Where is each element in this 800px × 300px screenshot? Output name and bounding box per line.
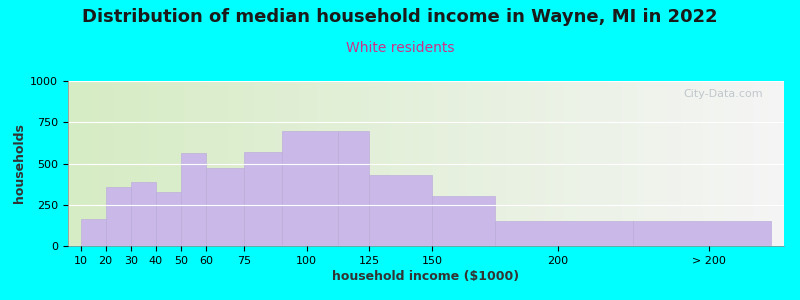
- Bar: [131, 182, 156, 246]
- Bar: [206, 168, 244, 246]
- Text: White residents: White residents: [346, 40, 454, 55]
- Bar: [156, 192, 181, 246]
- Bar: [634, 221, 771, 246]
- Bar: [495, 221, 634, 246]
- Bar: [181, 153, 206, 246]
- Bar: [338, 130, 370, 246]
- Bar: [106, 187, 131, 246]
- Bar: [81, 219, 106, 246]
- Text: Distribution of median household income in Wayne, MI in 2022: Distribution of median household income …: [82, 8, 718, 26]
- Bar: [282, 130, 338, 246]
- X-axis label: household income ($1000): household income ($1000): [333, 270, 519, 283]
- Bar: [370, 175, 432, 246]
- Bar: [432, 196, 495, 246]
- Text: City-Data.com: City-Data.com: [683, 89, 762, 99]
- Y-axis label: households: households: [13, 124, 26, 203]
- Bar: [244, 152, 282, 246]
